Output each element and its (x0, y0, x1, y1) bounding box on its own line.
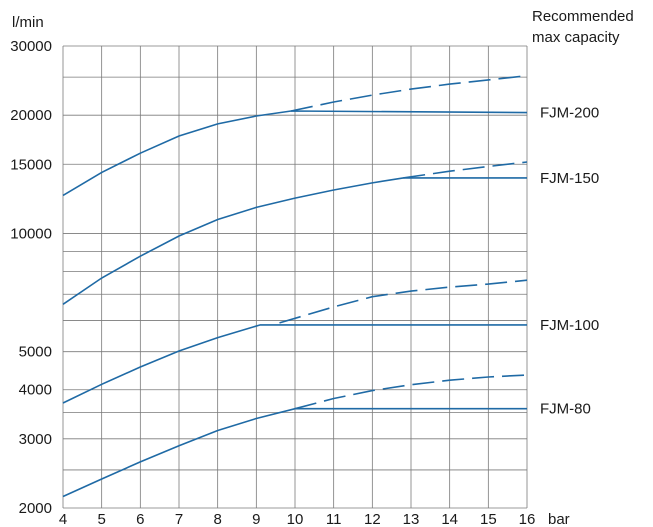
series-label-fjm-150: FJM-150 (540, 170, 599, 187)
x-tick-label: 15 (480, 511, 497, 527)
series-line-fjm-200 (62, 110, 528, 197)
y-tick-label: 2000 (19, 500, 52, 517)
series-label-fjm-80: FJM-80 (540, 401, 591, 418)
x-tick-label: 13 (403, 511, 420, 527)
x-tick-label: 4 (59, 511, 67, 527)
series-line-fjm-80 (62, 407, 527, 498)
y-tick-label: 30000 (10, 38, 52, 55)
x-tick-label: 9 (252, 511, 260, 527)
series-labels: FJM-200 FJM-150 FJM-100 FJM-80 (540, 105, 599, 418)
y-tick-label: 3000 (19, 431, 52, 448)
x-tick-label: 6 (136, 511, 144, 527)
series-line-fjm-150 (62, 177, 527, 305)
series-dashed-fjm-100 (279, 279, 528, 324)
grid (62, 45, 528, 509)
x-tick-label: 10 (287, 511, 304, 527)
series-dashed-fjm-200 (290, 74, 528, 112)
y-tick-labels: 30000 20000 15000 10000 5000 4000 3000 2000 (10, 38, 52, 517)
corner-note-line-1: Recommended (532, 8, 634, 25)
series-label-fjm-100: FJM-100 (540, 317, 599, 334)
x-tick-label: 12 (364, 511, 381, 527)
y-tick-label: 4000 (19, 382, 52, 399)
y-tick-label: 20000 (10, 107, 52, 124)
series-dashed-fjm-150 (403, 161, 528, 179)
x-tick-labels: 4 5 6 7 8 9 10 11 12 13 14 15 16 (59, 511, 536, 527)
x-tick-label: 11 (326, 511, 342, 527)
series-line-fjm-100 (62, 324, 527, 404)
x-axis-label: bar (548, 511, 570, 527)
y-tick-label: 5000 (19, 344, 52, 361)
y-axis-label: l/min (12, 14, 44, 31)
y-tick-label: 15000 (10, 156, 52, 173)
x-tick-label: 5 (97, 511, 105, 527)
x-tick-label: 8 (213, 511, 221, 527)
corner-note-line-2: max capacity (532, 29, 620, 46)
series-dashed-fjm-80 (294, 374, 528, 410)
x-tick-label: 7 (175, 511, 183, 527)
x-tick-label: 14 (441, 511, 458, 527)
series-label-fjm-200: FJM-200 (540, 105, 599, 122)
y-tick-label: 10000 (10, 225, 52, 242)
x-tick-label: 16 (519, 511, 536, 527)
series-lines (62, 74, 528, 498)
